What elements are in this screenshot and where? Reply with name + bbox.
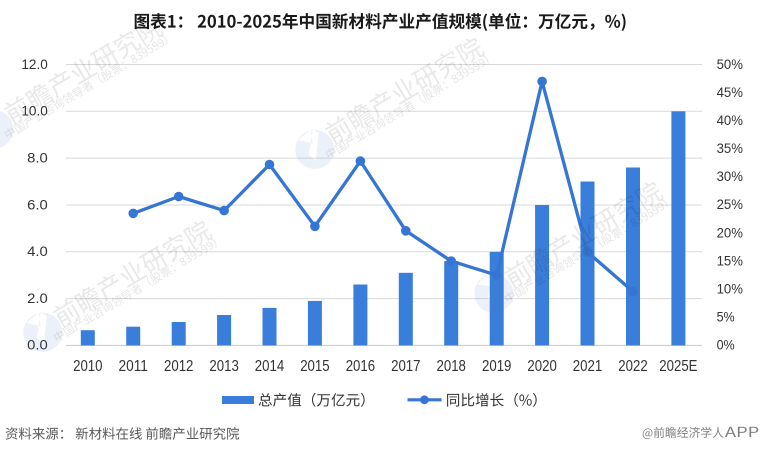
svg-text:50%: 50% bbox=[717, 56, 743, 72]
svg-text:15%: 15% bbox=[717, 252, 743, 268]
svg-text:12.0: 12.0 bbox=[21, 56, 48, 72]
svg-text:2011: 2011 bbox=[119, 358, 148, 375]
svg-text:2014: 2014 bbox=[255, 358, 284, 375]
svg-text:2.0: 2.0 bbox=[27, 290, 48, 306]
svg-text:4.0: 4.0 bbox=[27, 243, 48, 259]
svg-text:0%: 0% bbox=[717, 337, 735, 353]
svg-text:2015: 2015 bbox=[300, 358, 329, 375]
svg-text:35%: 35% bbox=[717, 140, 743, 156]
svg-text:40%: 40% bbox=[717, 112, 743, 128]
svg-text:20%: 20% bbox=[717, 224, 743, 240]
svg-text:30%: 30% bbox=[717, 168, 743, 184]
svg-text:45%: 45% bbox=[717, 84, 743, 100]
svg-text:2020: 2020 bbox=[527, 358, 556, 375]
svg-text:5%: 5% bbox=[717, 309, 735, 325]
svg-text:10%: 10% bbox=[717, 281, 743, 297]
svg-text:2025E: 2025E bbox=[659, 358, 697, 375]
svg-text:2018: 2018 bbox=[437, 358, 466, 375]
svg-text:2013: 2013 bbox=[209, 358, 238, 375]
svg-text:8.0: 8.0 bbox=[27, 149, 48, 165]
svg-text:25%: 25% bbox=[717, 196, 743, 212]
svg-text:2017: 2017 bbox=[391, 358, 420, 375]
svg-text:2019: 2019 bbox=[482, 358, 511, 375]
svg-text:2021: 2021 bbox=[573, 358, 602, 375]
svg-text:2016: 2016 bbox=[346, 358, 375, 375]
svg-text:2010: 2010 bbox=[73, 358, 102, 375]
svg-text:2012: 2012 bbox=[164, 358, 193, 375]
svg-text:2022: 2022 bbox=[618, 358, 647, 375]
svg-text:6.0: 6.0 bbox=[27, 196, 48, 212]
